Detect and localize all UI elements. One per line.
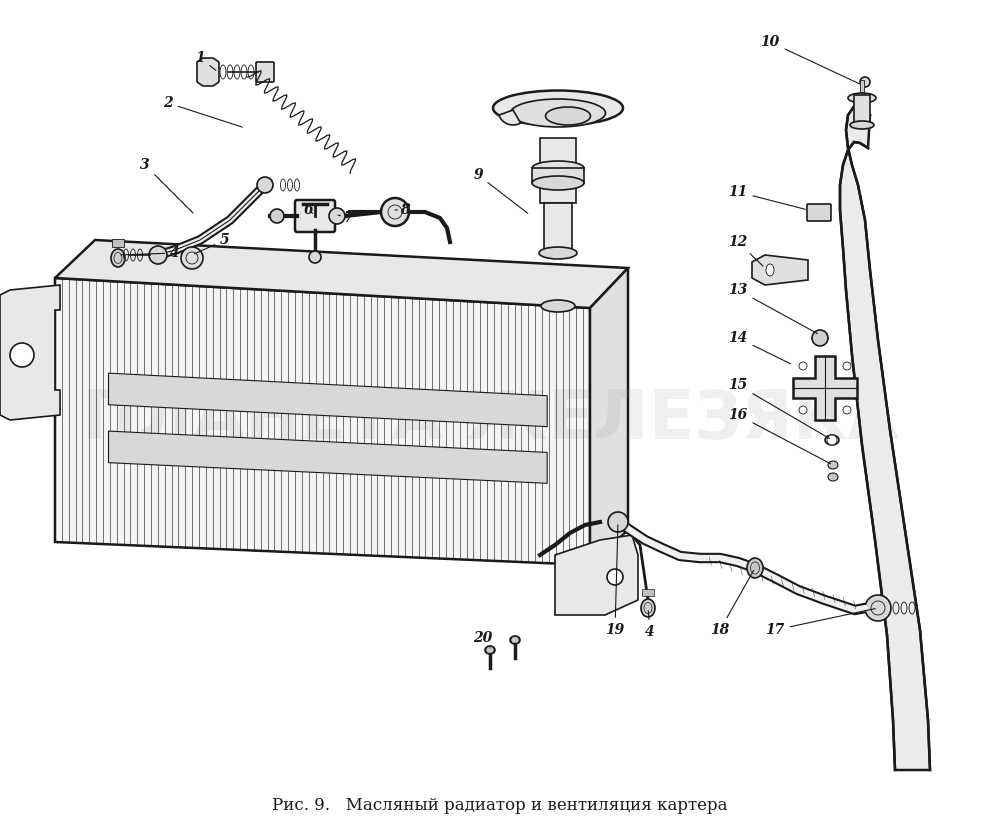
- Text: 9: 9: [473, 168, 528, 213]
- Circle shape: [608, 512, 628, 532]
- Circle shape: [181, 247, 203, 269]
- Circle shape: [860, 77, 870, 87]
- Ellipse shape: [850, 121, 874, 129]
- Polygon shape: [108, 431, 547, 483]
- Text: 6: 6: [303, 203, 313, 217]
- Ellipse shape: [641, 599, 655, 617]
- Circle shape: [257, 177, 273, 193]
- Circle shape: [149, 246, 167, 264]
- Ellipse shape: [511, 99, 606, 127]
- Ellipse shape: [848, 93, 876, 103]
- Circle shape: [10, 343, 34, 367]
- Ellipse shape: [766, 264, 774, 276]
- Ellipse shape: [539, 247, 577, 259]
- Text: 19: 19: [605, 525, 625, 637]
- Wedge shape: [499, 110, 520, 125]
- Circle shape: [799, 362, 807, 370]
- Circle shape: [607, 569, 623, 585]
- Text: 13: 13: [728, 283, 818, 334]
- Circle shape: [827, 435, 837, 445]
- Text: Рис. 9.   Масляный радиатор и вентиляция картера: Рис. 9. Масляный радиатор и вентиляция к…: [272, 797, 728, 813]
- Text: 7: 7: [338, 211, 353, 225]
- Circle shape: [309, 251, 321, 263]
- Circle shape: [381, 198, 409, 226]
- Polygon shape: [197, 58, 219, 86]
- Ellipse shape: [111, 249, 125, 267]
- Bar: [854, 95, 870, 125]
- Ellipse shape: [532, 176, 584, 190]
- Polygon shape: [55, 278, 590, 565]
- FancyBboxPatch shape: [256, 62, 274, 82]
- Circle shape: [799, 406, 807, 414]
- Text: 20: 20: [473, 631, 493, 648]
- Ellipse shape: [828, 461, 838, 469]
- Polygon shape: [55, 240, 628, 308]
- Text: 3: 3: [140, 158, 193, 213]
- Text: 1: 1: [195, 51, 216, 71]
- Bar: [112, 239, 124, 247]
- Circle shape: [843, 406, 851, 414]
- Text: 4: 4: [645, 611, 655, 639]
- FancyBboxPatch shape: [807, 204, 831, 221]
- Text: 5: 5: [195, 233, 230, 254]
- Text: 12: 12: [728, 235, 763, 266]
- Polygon shape: [108, 374, 547, 427]
- Polygon shape: [752, 255, 808, 285]
- Polygon shape: [555, 535, 638, 615]
- Ellipse shape: [541, 300, 575, 312]
- Text: 10: 10: [760, 35, 859, 84]
- Polygon shape: [793, 356, 857, 420]
- Polygon shape: [0, 285, 60, 420]
- Circle shape: [812, 330, 828, 346]
- Polygon shape: [840, 105, 930, 770]
- Ellipse shape: [532, 161, 584, 175]
- FancyBboxPatch shape: [295, 200, 335, 232]
- Text: 15: 15: [728, 378, 830, 438]
- Ellipse shape: [747, 558, 763, 578]
- Ellipse shape: [828, 473, 838, 481]
- Circle shape: [843, 362, 851, 370]
- Text: 4: 4: [121, 246, 180, 260]
- Bar: [540, 138, 576, 203]
- Circle shape: [270, 209, 284, 223]
- Text: 16: 16: [728, 408, 831, 464]
- Text: 14: 14: [728, 331, 791, 364]
- Circle shape: [329, 208, 345, 224]
- Bar: [860, 80, 864, 92]
- Ellipse shape: [510, 636, 520, 644]
- Bar: [532, 168, 584, 183]
- Text: 11: 11: [728, 185, 805, 209]
- Text: ПЛАНЕТА ЖЕЛЕЗЯКА: ПЛАНЕТА ЖЕЛЕЗЯКА: [82, 387, 898, 453]
- Bar: [544, 203, 572, 253]
- Polygon shape: [590, 268, 628, 565]
- Text: 17: 17: [765, 608, 875, 637]
- Ellipse shape: [485, 646, 495, 654]
- Text: 8: 8: [395, 203, 410, 217]
- Text: 2: 2: [163, 96, 242, 127]
- Circle shape: [865, 595, 891, 621]
- Bar: [642, 589, 654, 596]
- Ellipse shape: [825, 435, 839, 445]
- Ellipse shape: [546, 107, 590, 125]
- Ellipse shape: [493, 90, 623, 125]
- Text: 18: 18: [710, 570, 754, 637]
